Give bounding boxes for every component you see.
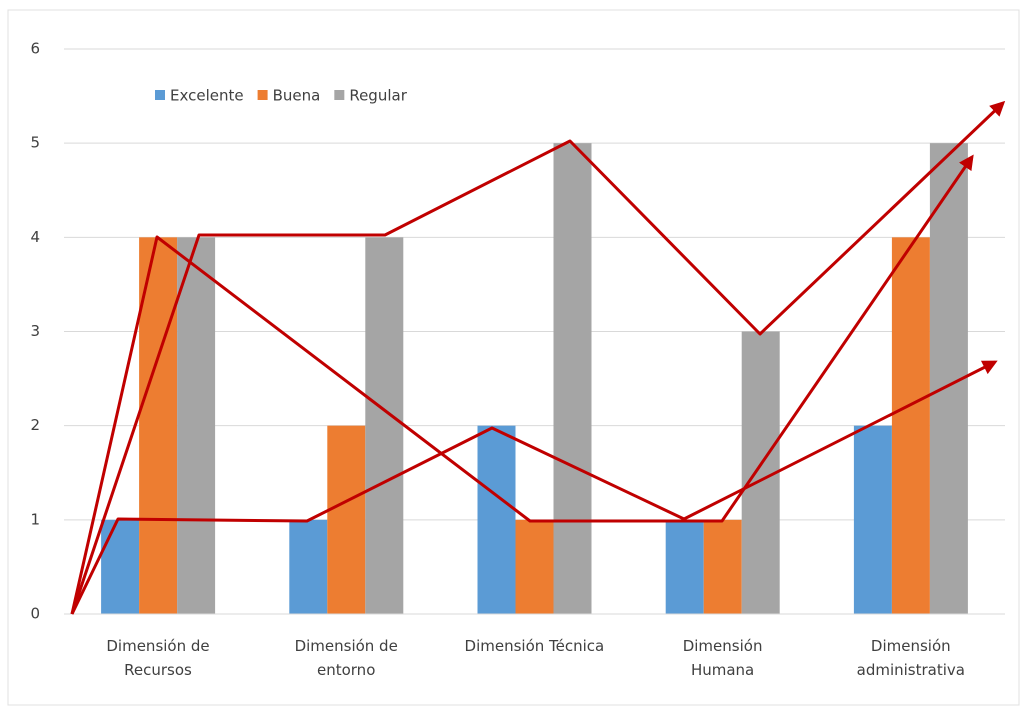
y-tick-label: 3: [30, 322, 40, 340]
legend-swatch: [257, 90, 268, 100]
bar: [891, 237, 930, 615]
bar: [365, 237, 404, 615]
bar: [327, 425, 366, 614]
x-tick-label: Dimensión de entorno: [294, 637, 398, 679]
bar: [477, 425, 516, 614]
bar: [289, 519, 328, 614]
plot: 0 1 2 3 4 5 6 Excelente Buena Regular: [30, 40, 1005, 623]
legend-swatch: [334, 90, 345, 100]
y-tick-label: 4: [30, 228, 40, 246]
bar: [139, 237, 178, 615]
x-tick-label: Dimensión Técnica: [464, 637, 605, 655]
arrow: [70, 100, 1006, 615]
bar: [853, 425, 892, 614]
annotation-arrows: [70, 100, 1006, 615]
bar: [703, 519, 742, 614]
x-tick-label: Dimensión administrativa: [856, 637, 965, 679]
bar: [665, 519, 704, 614]
bar: [515, 519, 554, 614]
x-tick-label: Dimensión de Recursos: [106, 637, 210, 679]
x-tick-label: Dimensión Humana: [682, 637, 763, 679]
arrow: [70, 154, 974, 615]
frame: [7, 9, 1020, 706]
bar: [101, 519, 140, 614]
legend-label: Buena: [273, 87, 321, 105]
y-tick-label: 2: [30, 416, 40, 434]
legend-swatch: [155, 90, 165, 100]
y-tick-label: 5: [30, 134, 40, 152]
legend-label: Regular: [349, 87, 407, 105]
y-tick-label: 1: [30, 510, 40, 528]
legend-label: Excelente: [170, 87, 244, 105]
bar: [553, 143, 592, 614]
y-tick-label: 6: [30, 40, 40, 58]
bar: [177, 237, 216, 615]
y-tick-label: 0: [30, 605, 40, 623]
arrow: [70, 360, 998, 615]
